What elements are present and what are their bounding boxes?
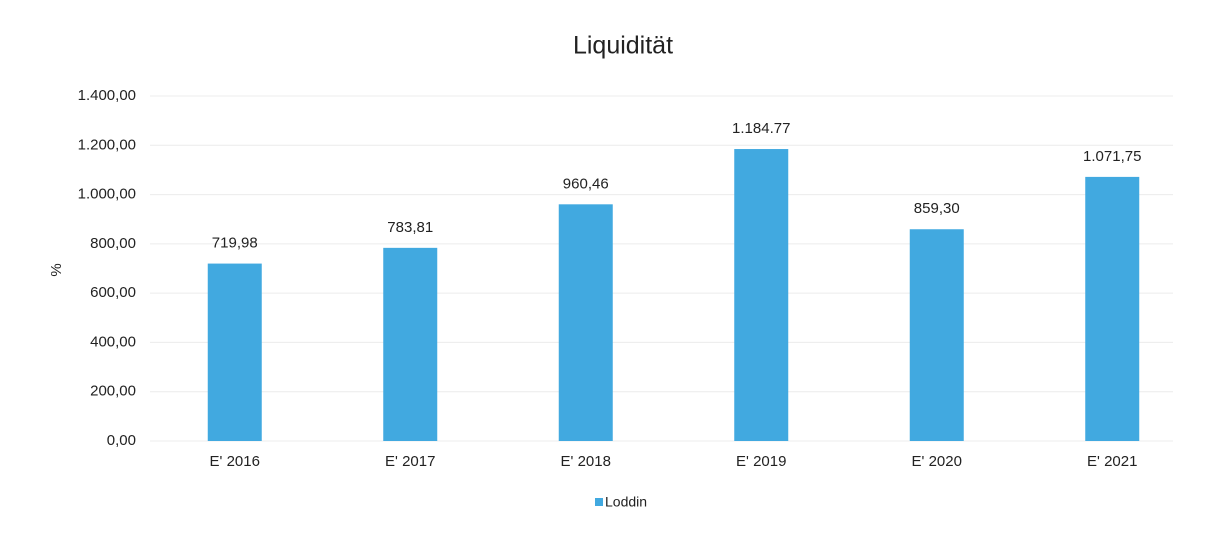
y-tick-label: 600,00 — [90, 284, 136, 301]
value-label: 719,98 — [212, 235, 258, 252]
value-label: 783,81 — [387, 219, 433, 236]
y-axis-label: % — [48, 263, 65, 276]
y-tick-label: 1.000,00 — [78, 186, 136, 203]
bar — [734, 149, 789, 441]
bar — [1085, 176, 1140, 441]
chart-title: Liquidität — [573, 32, 673, 60]
y-tick-label: 1.400,00 — [78, 87, 136, 104]
value-label: 1.071,75 — [1083, 148, 1141, 165]
y-tick-label: 200,00 — [90, 383, 136, 400]
bar — [909, 229, 964, 441]
x-tick-label: E' 2021 — [1087, 453, 1137, 470]
legend-label: Loddin — [605, 494, 647, 510]
y-tick-label: 1.200,00 — [78, 136, 136, 153]
x-tick-label: E' 2016 — [210, 453, 260, 470]
value-label: 1.184.77 — [732, 120, 790, 137]
value-label: 859,30 — [914, 200, 960, 217]
x-tick-label: E' 2020 — [912, 453, 962, 470]
x-tick-label: E' 2018 — [561, 453, 611, 470]
bar — [207, 263, 262, 441]
legend-swatch — [595, 498, 603, 506]
x-tick-label: E' 2017 — [385, 453, 435, 470]
bar — [558, 204, 613, 441]
y-tick-label: 400,00 — [90, 333, 136, 350]
y-tick-label: 0,00 — [107, 432, 136, 449]
value-label: 960,46 — [563, 175, 609, 192]
x-tick-label: E' 2019 — [736, 453, 786, 470]
y-tick-label: 800,00 — [90, 235, 136, 252]
bar — [383, 247, 438, 441]
